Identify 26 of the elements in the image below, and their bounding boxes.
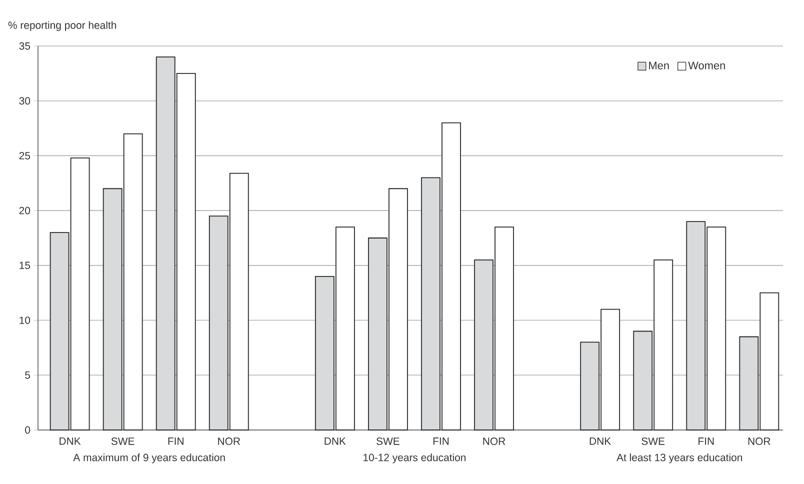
x-tick-label: SWE	[376, 438, 400, 445]
y-tick-label: 30	[19, 97, 30, 105]
x-tick-label: NOR	[748, 438, 770, 445]
x-tick-label: SWE	[642, 438, 665, 445]
y-tick-label: 5	[25, 372, 30, 379]
y-axis-title: % reporting poor health	[8, 21, 116, 31]
x-tick-label: NOR	[483, 438, 506, 445]
y-tick-label: 0	[25, 426, 30, 434]
x-tick-label: FIN	[168, 438, 184, 445]
y-tick-label: 25	[19, 152, 30, 160]
x-tick-label: NOR	[218, 438, 240, 445]
y-tick-label: 10	[20, 316, 30, 324]
text: A maximum of 9 years education	[73, 454, 225, 464]
x-tick-label: SWE	[111, 438, 134, 445]
y-tick-label: 35	[19, 42, 30, 50]
y-tick-label: 15	[20, 262, 30, 270]
legend-label: Women	[688, 62, 725, 70]
legend-label: Men	[649, 62, 669, 70]
y-tick-label: 20	[19, 206, 30, 214]
x-tick-label: FIN	[433, 438, 449, 445]
x-tick-label: DNK	[60, 438, 81, 445]
x-tick-label: DNK	[324, 438, 346, 445]
text: At least 13 years education	[616, 454, 742, 464]
text: 10-12 years education	[364, 454, 466, 464]
x-tick-label: FIN	[698, 438, 714, 445]
x-tick-label: DNK	[590, 438, 611, 445]
